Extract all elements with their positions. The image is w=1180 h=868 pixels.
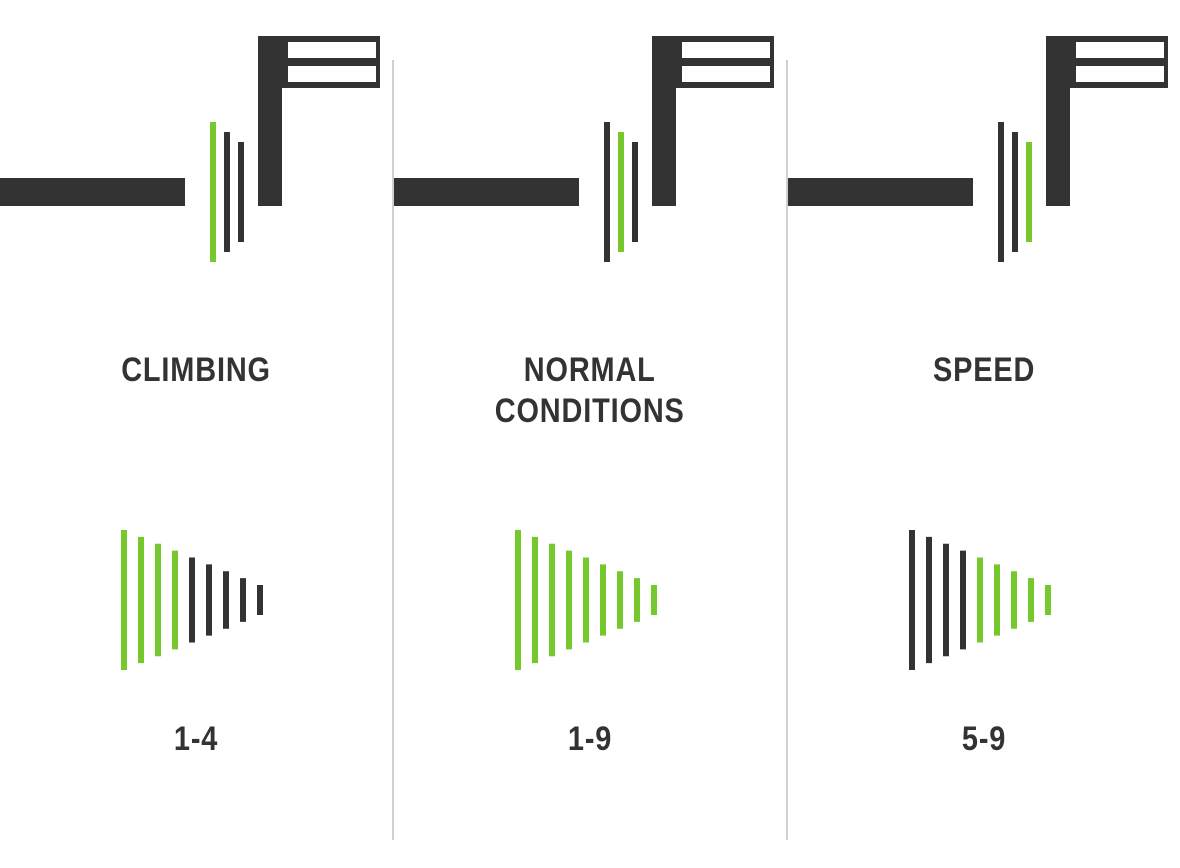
diagram-columns: CLIMBING 1-4 NORMAL CONDITIONS 1-9 <box>0 0 1180 868</box>
derailleur-speed <box>788 20 1180 300</box>
column-normal: NORMAL CONDITIONS 1-9 <box>394 0 786 868</box>
range-speed: 5-9 <box>962 720 1006 759</box>
column-climbing: CLIMBING 1-4 <box>0 0 392 868</box>
cassette-climbing <box>111 460 281 710</box>
label-area-speed: SPEED <box>924 300 1044 460</box>
range-area-speed: 5-9 <box>958 710 1010 810</box>
derailleur-normal <box>394 20 786 300</box>
cassette-normal <box>505 460 675 710</box>
label-normal: NORMAL CONDITIONS <box>495 350 685 432</box>
column-speed: SPEED 5-9 <box>788 0 1180 868</box>
label-speed: SPEED <box>933 350 1035 391</box>
label-area-normal: NORMAL CONDITIONS <box>478 300 701 460</box>
range-normal: 1-9 <box>568 720 612 759</box>
derailleur-climbing <box>0 20 392 300</box>
label-area-climbing: CLIMBING <box>108 300 284 460</box>
range-area-climbing: 1-4 <box>170 710 222 810</box>
range-area-normal: 1-9 <box>564 710 616 810</box>
range-climbing: 1-4 <box>174 720 218 759</box>
cassette-speed <box>899 460 1069 710</box>
label-climbing: CLIMBING <box>121 350 271 391</box>
